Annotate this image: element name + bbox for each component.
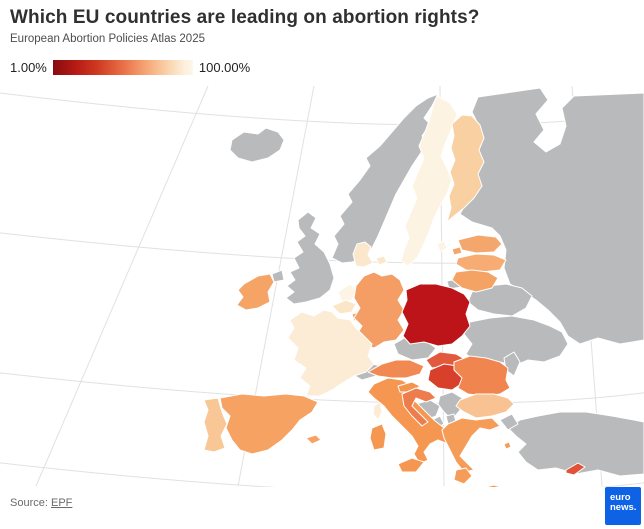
page-title: Which EU countries are leading on aborti… <box>10 7 480 28</box>
country-denmark[interactable] <box>352 241 374 268</box>
country-france[interactable] <box>287 309 375 397</box>
color-legend: 1.00% 100.00% <box>10 58 250 76</box>
country-united-kingdom[interactable] <box>271 269 285 283</box>
country-turkey[interactable] <box>499 413 519 431</box>
country-sweden[interactable] <box>400 95 458 267</box>
country-estonia[interactable] <box>451 246 463 256</box>
source-line: Source: EPF <box>10 497 72 509</box>
country-denmark[interactable] <box>375 255 388 266</box>
footer: Source: EPF euro news. <box>0 487 644 529</box>
country-germany[interactable] <box>353 271 405 349</box>
no-data-countries <box>229 87 644 477</box>
country-poland[interactable] <box>401 283 471 347</box>
country-greece[interactable] <box>453 467 473 485</box>
country-finland[interactable] <box>446 114 485 223</box>
country-sweden[interactable] <box>436 240 448 253</box>
country-estonia[interactable] <box>457 234 503 254</box>
country-spain[interactable] <box>305 434 322 445</box>
euronews-logo: euro news. <box>605 487 641 525</box>
country-netherlands[interactable] <box>337 283 357 303</box>
euronews-logo-line1: euro <box>610 492 631 503</box>
country-norway[interactable] <box>331 93 439 264</box>
country-croatia[interactable] <box>401 387 437 427</box>
header: Which EU countries are leading on aborti… <box>0 0 644 80</box>
country-cyprus[interactable] <box>565 462 586 476</box>
country-belgium[interactable] <box>331 299 357 315</box>
country-turkey[interactable] <box>507 411 644 477</box>
source-label: Source: <box>10 497 48 509</box>
country-serbia[interactable] <box>437 391 463 421</box>
euronews-logo-line2: news. <box>610 502 637 514</box>
country-ireland[interactable] <box>236 273 275 311</box>
country-spain[interactable] <box>219 393 319 455</box>
country-portugal[interactable] <box>203 397 228 453</box>
country-belarus[interactable] <box>467 283 533 317</box>
country-iceland[interactable] <box>229 127 285 163</box>
country-united-kingdom[interactable] <box>285 211 335 305</box>
country-italy[interactable] <box>369 423 387 451</box>
legend-max-label: 100.00% <box>198 59 251 75</box>
country-latvia[interactable] <box>455 253 507 273</box>
country-greece[interactable] <box>503 441 512 450</box>
country-austria[interactable] <box>367 359 425 379</box>
country-france[interactable] <box>372 401 383 421</box>
legend-min-label: 1.00% <box>10 59 47 75</box>
country-romania[interactable] <box>453 355 511 397</box>
country-ukraine[interactable] <box>463 315 569 369</box>
country-lithuania[interactable] <box>451 269 499 293</box>
country-italy[interactable] <box>397 457 425 473</box>
country-greece[interactable] <box>441 417 501 473</box>
legend-gradient-bar <box>52 59 193 75</box>
source-link[interactable]: EPF <box>50 497 73 509</box>
page-subtitle: European Abortion Policies Atlas 2025 <box>10 33 205 45</box>
country-bulgaria[interactable] <box>455 393 515 419</box>
scored-countries <box>203 95 586 495</box>
